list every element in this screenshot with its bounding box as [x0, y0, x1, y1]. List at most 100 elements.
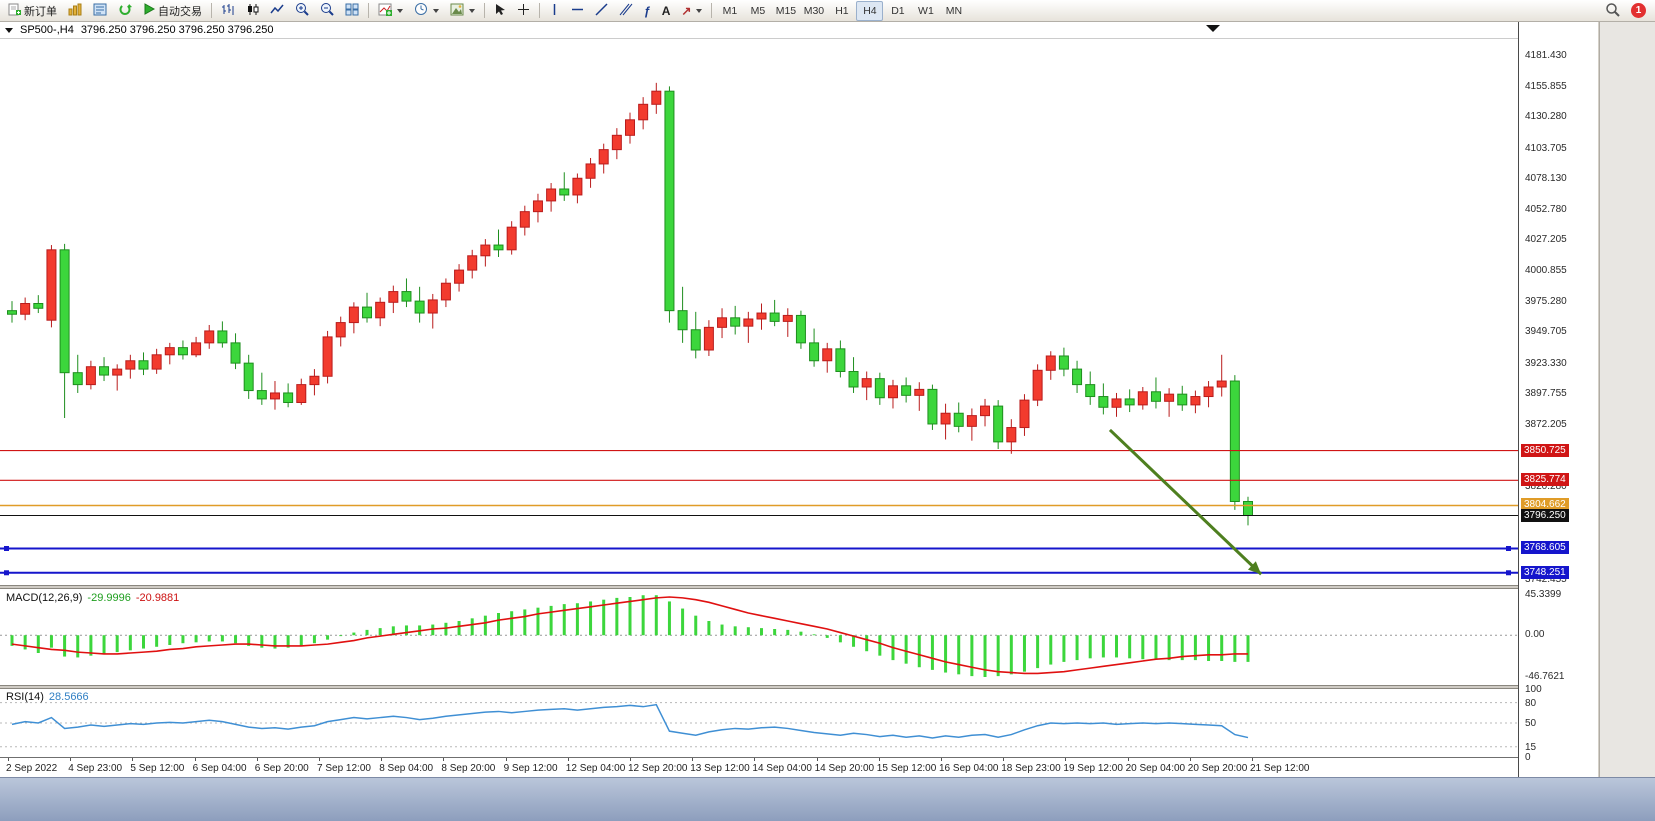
time-label: 13 Sep 12:00 — [690, 763, 750, 774]
refresh-button[interactable] — [113, 1, 137, 21]
time-label: 19 Sep 12:00 — [1063, 763, 1123, 774]
chevron-down-icon — [397, 8, 403, 13]
vertical-line-tool-button[interactable] — [544, 1, 565, 21]
timeframe-mn-button[interactable]: MN — [940, 1, 967, 21]
time-label: 14 Sep 04:00 — [752, 763, 812, 774]
horizontal-line-tool-button[interactable] — [566, 1, 589, 21]
time-label: 6 Sep 04:00 — [192, 763, 247, 774]
toolbar-separator — [368, 3, 369, 18]
toolbar-separator — [484, 3, 485, 18]
time-tick — [754, 758, 756, 761]
rsi-value: 28.5666 — [48, 691, 89, 703]
time-label: 12 Sep 04:00 — [565, 763, 626, 774]
time-tick — [70, 758, 72, 761]
bar-chart-type-button[interactable] — [216, 1, 240, 21]
candlestick-chart[interactable] — [0, 22, 1518, 585]
macd-histogram — [10, 595, 1250, 677]
macd-signal-value: -20.9881 — [135, 592, 180, 604]
time-tick — [567, 758, 569, 761]
timeframe-m1-button[interactable]: M1 — [716, 1, 743, 21]
cursor-tool-button[interactable] — [489, 1, 511, 21]
zoom-in-button[interactable] — [290, 1, 314, 21]
time-tick — [941, 758, 942, 761]
rsi-indicator-chart[interactable] — [0, 689, 1518, 757]
notification-badge[interactable]: 1 — [1631, 3, 1646, 18]
candlesticks — [7, 82, 1253, 526]
candlestick-type-button[interactable] — [241, 1, 264, 21]
channel-icon — [619, 3, 633, 19]
price-tick: 3949.705 — [1525, 326, 1567, 338]
zoom-out-button[interactable] — [315, 1, 339, 21]
indicators-icon — [378, 3, 392, 19]
time-label: 18 Sep 23:00 — [1001, 763, 1061, 774]
autotrading-label: 自动交易 — [158, 5, 202, 18]
chart-header: SP500-,H4 3796.250 3796.250 3796.250 379… — [5, 24, 274, 36]
timeframe-d1-button[interactable]: D1 — [884, 1, 911, 21]
chart-context-caret-icon[interactable] — [5, 27, 13, 33]
time-label: 8 Sep 04:00 — [379, 763, 434, 774]
rsi-line — [11, 703, 1249, 739]
toolbar-separator — [711, 3, 713, 18]
new-order-label: 新订单 — [24, 5, 57, 18]
timeframe-h4-button[interactable]: H4 — [856, 0, 884, 21]
timeframe-m30-button[interactable]: M30 — [800, 1, 827, 21]
price-axis[interactable]: 4181.430 4155.855 4130.280 4103.705 4078.130… — [1518, 22, 1598, 777]
macd-panel-separator[interactable] — [0, 585, 1518, 589]
price-tick: 3872.205 — [1525, 418, 1567, 430]
macd-name: MACD(12,26,9) — [6, 592, 83, 604]
trendline-tool-button[interactable] — [590, 1, 613, 21]
rsi-panel-separator[interactable] — [0, 685, 1518, 689]
main-toolbar: 新订单 自动交易 — [0, 0, 1655, 22]
channel-tool-button[interactable] — [614, 1, 638, 21]
timeframe-h1-button[interactable]: H1 — [828, 1, 855, 21]
macd-label: MACD(12,26,9) -29.9996 -20.9881 — [6, 592, 179, 604]
price-tick: 3923.330 — [1525, 357, 1567, 369]
line-chart-type-button[interactable] — [265, 1, 289, 21]
time-tick — [8, 758, 9, 761]
timeframe-m5-button[interactable]: M5 — [744, 1, 771, 21]
macd-indicator-chart[interactable] — [0, 589, 1518, 685]
timeframe-w1-button[interactable]: W1 — [912, 1, 939, 21]
timeframe-m15-button[interactable]: M15 — [772, 1, 799, 21]
macd-tick: 0.00 — [1525, 629, 1545, 641]
autotrading-button[interactable]: 自动交易 — [138, 1, 207, 21]
templates-dropdown-button[interactable] — [445, 1, 480, 21]
rsi-name: RSI(14) — [6, 691, 44, 703]
crosshair-icon — [517, 3, 530, 19]
time-label: 4 Sep 23:00 — [68, 763, 123, 774]
trend-arrow — [1108, 428, 1263, 576]
time-label: 12 Sep 20:00 — [628, 763, 688, 774]
trendline-icon — [595, 2, 608, 19]
price-tick: 4155.855 — [1525, 80, 1567, 92]
charts-profile-icon — [68, 3, 82, 19]
time-tick — [443, 758, 445, 761]
search-button[interactable] — [1600, 1, 1625, 21]
candlestick-icon — [246, 3, 259, 19]
zoom-out-icon — [320, 2, 334, 19]
arrows-tool-button[interactable]: ↗ — [676, 1, 707, 21]
crosshair-tool-button[interactable] — [512, 1, 535, 21]
fibonacci-tool-button[interactable]: ƒ — [639, 1, 656, 21]
rsi-tick: 80 — [1525, 697, 1537, 709]
time-tick — [1003, 758, 1005, 761]
chevron-down-icon — [433, 8, 439, 13]
text-icon: A — [661, 3, 671, 18]
time-tick — [692, 758, 694, 761]
text-tool-button[interactable]: A — [657, 1, 676, 21]
bar-chart-icon — [221, 3, 235, 19]
indicators-dropdown-button[interactable] — [373, 1, 408, 21]
new-order-button[interactable]: 新订单 — [3, 1, 62, 21]
time-tick — [1252, 758, 1253, 761]
time-label: 21 Sep 12:00 — [1250, 763, 1310, 774]
tile-windows-button[interactable] — [340, 1, 364, 21]
rsi-tick: 0 — [1525, 752, 1531, 763]
rsi-tick: 100 — [1525, 684, 1542, 695]
periods-dropdown-button[interactable] — [409, 1, 444, 21]
time-axis[interactable]: 2 Sep 2022 4 Sep 23:00 5 Sep 12:00 6 Sep 04… — [0, 757, 1518, 777]
time-label: 6 Sep 20:00 — [254, 763, 309, 774]
charts-profile-button[interactable] — [63, 1, 87, 21]
refresh-icon — [118, 3, 132, 19]
market-watch-button[interactable] — [88, 1, 112, 21]
time-tick — [878, 758, 880, 761]
